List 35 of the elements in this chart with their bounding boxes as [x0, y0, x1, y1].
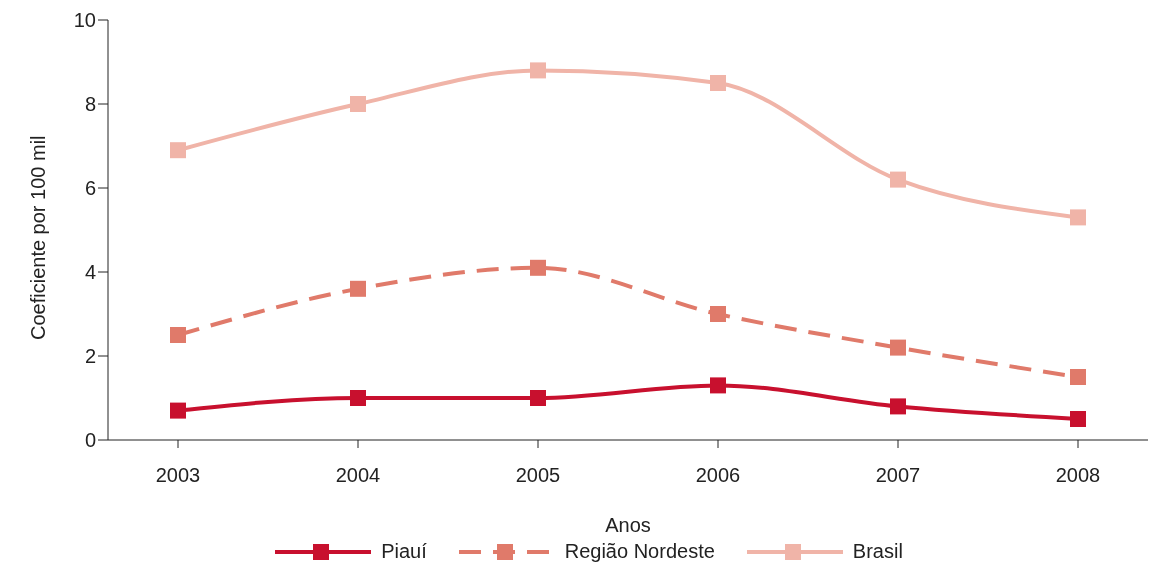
x-tick-label: 2008: [1055, 464, 1101, 487]
point: [890, 171, 906, 188]
point: [170, 142, 186, 159]
y-tick-label: 0: [84, 429, 96, 452]
point: [170, 402, 186, 419]
point: [170, 327, 186, 343]
point: [530, 390, 546, 406]
point: [530, 62, 546, 79]
legend-label: Região Nordeste: [564, 540, 715, 563]
point: [710, 306, 726, 322]
point: [530, 259, 546, 276]
legend-label: Piauí: [381, 540, 427, 563]
point: [890, 339, 906, 356]
legend-label: Brasil: [852, 540, 903, 563]
y-tick-label: 10: [73, 9, 96, 32]
y-axis-title: Coeficiente por 100 mil: [27, 135, 50, 340]
point: [350, 280, 366, 297]
y-tick-label: 2: [84, 345, 96, 368]
y-tick-label: 4: [84, 261, 96, 284]
point: [1070, 369, 1086, 385]
x-tick-label: 2007: [875, 464, 921, 487]
x-tick-label: 2003: [155, 464, 201, 487]
point: [890, 398, 906, 415]
point: [710, 377, 726, 394]
point: [1070, 209, 1086, 226]
point: [350, 390, 366, 406]
point: [350, 96, 366, 112]
x-tick-label: 2006: [695, 464, 741, 487]
point: [710, 75, 726, 91]
x-tick-label: 2004: [335, 464, 381, 487]
y-tick-label: 8: [84, 93, 96, 116]
y-tick-label: 6: [84, 177, 96, 200]
point: [1070, 411, 1086, 427]
x-tick-label: 2005: [515, 464, 561, 487]
x-axis-title: Anos: [605, 514, 651, 536]
